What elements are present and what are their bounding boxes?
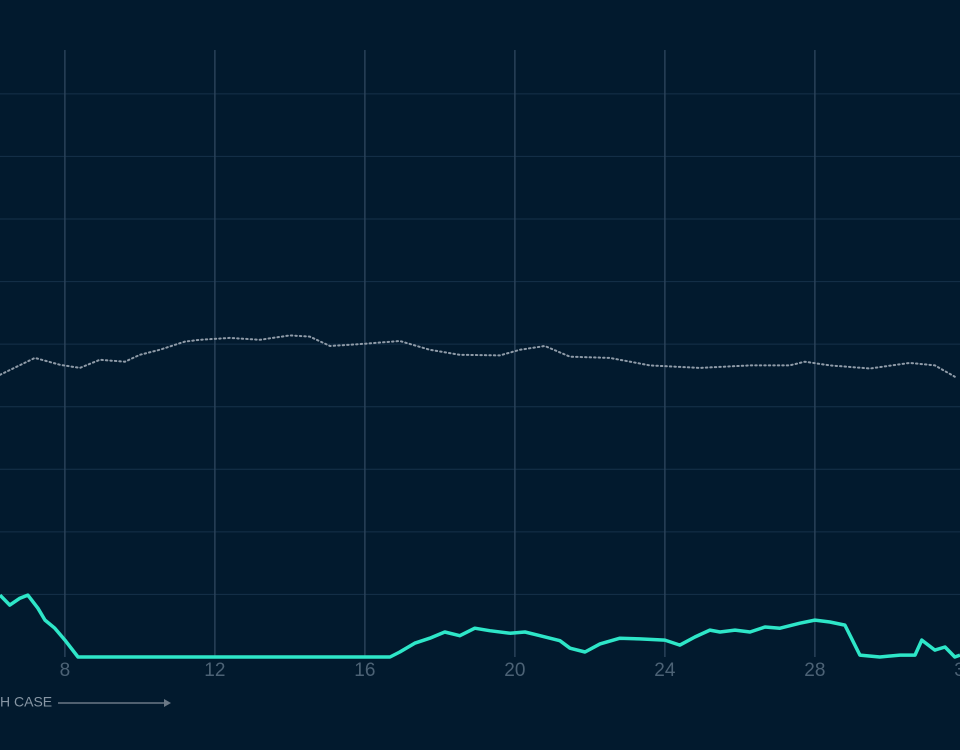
annotation: H CASE xyxy=(0,694,52,710)
annotation-arrowhead xyxy=(164,699,171,707)
x-tick-label: 32 xyxy=(954,660,960,681)
data-line xyxy=(0,593,960,659)
data-line xyxy=(0,334,956,378)
x-tick-label: 28 xyxy=(804,660,825,681)
x-tick-label: 8 xyxy=(60,660,71,681)
x-tick-label: 16 xyxy=(354,660,375,681)
x-tick-label: 20 xyxy=(504,660,525,681)
x-tick-label: 12 xyxy=(204,660,225,681)
x-tick-label: 24 xyxy=(654,660,676,681)
